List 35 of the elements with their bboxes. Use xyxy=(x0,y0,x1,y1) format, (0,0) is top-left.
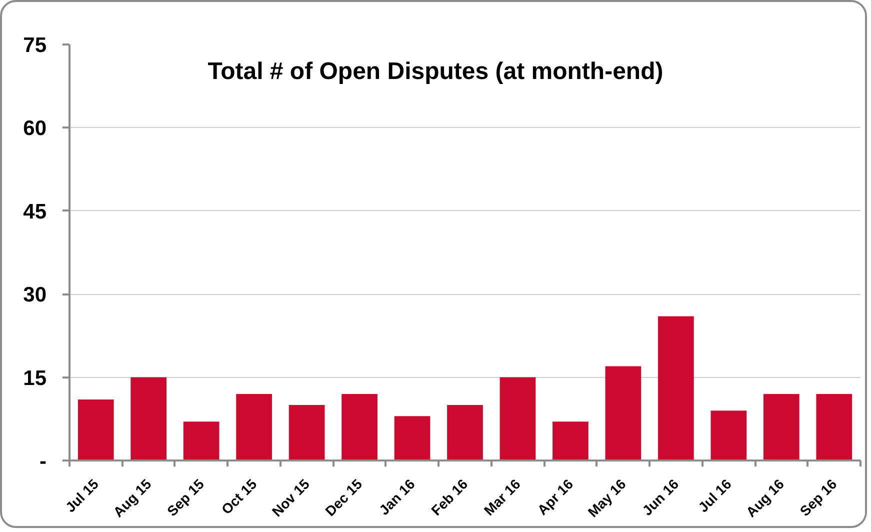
x-tick-label: Dec 15 xyxy=(322,476,366,520)
x-tick-label: Jan 16 xyxy=(376,476,418,518)
x-tick-label: Jun 16 xyxy=(638,476,682,519)
x-tick-label: Oct 15 xyxy=(218,476,260,518)
x-tick-label: Nov 15 xyxy=(268,476,313,520)
text: Total # of Open Disputes (at month-end) xyxy=(208,58,664,86)
bar xyxy=(447,405,483,460)
bar xyxy=(552,422,588,460)
bar xyxy=(130,377,167,460)
bar xyxy=(183,422,220,460)
bar xyxy=(288,405,325,460)
x-tick-label: Jul 15 xyxy=(62,476,102,516)
bar xyxy=(658,316,694,460)
bar xyxy=(394,416,430,460)
bar xyxy=(500,377,536,460)
y-tick-label: - xyxy=(40,450,47,473)
x-tick-label: Jul 16 xyxy=(694,476,734,516)
bar xyxy=(763,394,800,460)
bar xyxy=(78,399,114,460)
x-tick-label: Sep 16 xyxy=(796,476,840,520)
x-tick-label: Mar 16 xyxy=(480,476,524,519)
x-tick-label: Aug 15 xyxy=(110,476,154,520)
bar xyxy=(816,394,852,460)
x-tick-label: Sep 15 xyxy=(164,476,208,520)
y-tick-label: 45 xyxy=(23,200,47,224)
bar xyxy=(710,410,747,460)
y-tick-label: 60 xyxy=(23,117,46,140)
y-tick-label: 75 xyxy=(23,34,47,57)
bar xyxy=(605,366,642,460)
x-tick-label: Feb 16 xyxy=(428,476,471,519)
x-tick-label: Apr 16 xyxy=(534,476,576,518)
bar xyxy=(342,394,378,460)
y-tick-label: 30 xyxy=(23,284,46,307)
y-tick-label: 15 xyxy=(23,366,47,390)
bar xyxy=(236,394,272,460)
